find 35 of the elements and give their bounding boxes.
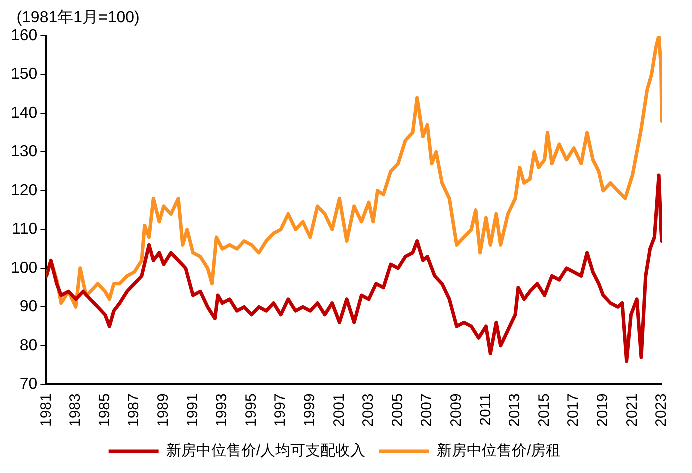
x-tick-label: 2007 (418, 394, 436, 428)
x-tick-label: 1987 (126, 394, 143, 428)
x-tick-label: 2013 (506, 394, 524, 428)
x-tick-label: 2017 (565, 394, 582, 428)
x-tick-label: 2011 (477, 394, 494, 426)
y-tick-label: 150 (10, 66, 38, 84)
x-tick-label: 1997 (272, 394, 290, 428)
y-tick-label: 90 (20, 298, 38, 316)
y-tick-label: 120 (10, 182, 38, 200)
x-tick-label: 2009 (448, 394, 466, 428)
y-axis-title: (1981年1月=100) (16, 9, 140, 26)
x-tick-label: 1991 (184, 394, 202, 428)
x-tick-label: 1995 (242, 394, 260, 428)
y-tick-label: 160 (10, 27, 38, 44)
x-tick-label: 2023 (653, 394, 670, 428)
x-tick-label: 1983 (67, 394, 84, 428)
x-tick-label: 2005 (389, 394, 406, 428)
legend-label: 新房中位售价/人均可支配收入 (166, 442, 366, 460)
y-tick-label: 130 (10, 144, 38, 161)
y-tick-label: 140 (10, 104, 38, 122)
y-tick-label: 80 (20, 337, 38, 354)
x-tick-label: 2019 (594, 394, 612, 428)
x-tick-label: 2003 (360, 394, 378, 428)
x-tick-label: 2015 (536, 394, 553, 428)
y-tick-label: 70 (20, 376, 38, 394)
y-tick-label: 110 (12, 221, 38, 238)
x-tick-label: 2021 (624, 394, 641, 428)
x-tick-label: 1981 (38, 394, 55, 428)
y-tick-label: 100 (10, 260, 38, 277)
legend-label: 新房中位售价/房租 (437, 442, 562, 460)
x-tick-label: 1985 (96, 394, 114, 428)
x-tick-label: 1999 (302, 394, 319, 428)
x-tick-label: 2001 (330, 394, 348, 428)
x-tick-label: 1989 (155, 394, 172, 428)
x-tick-label: 1993 (214, 394, 231, 428)
